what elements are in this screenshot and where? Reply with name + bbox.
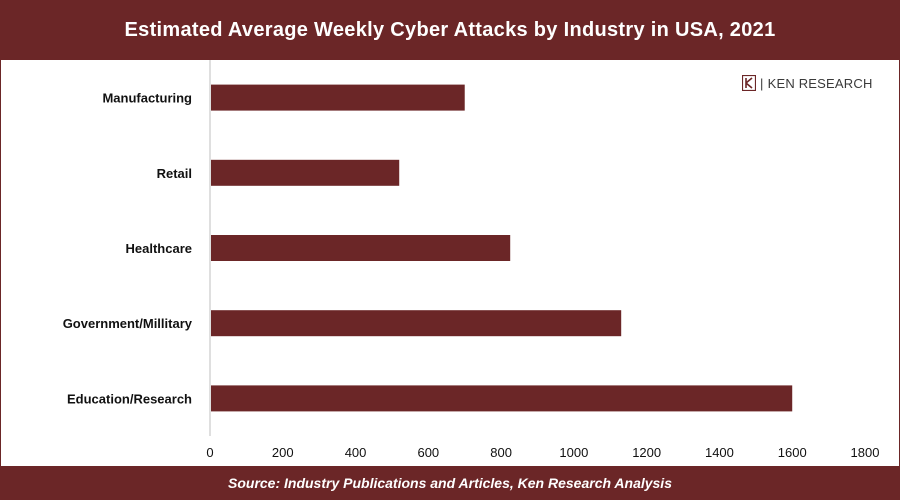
bar-healthcare <box>211 235 511 261</box>
chart-title: Estimated Average Weekly Cyber Attacks b… <box>124 18 776 41</box>
bar-education-research <box>211 385 793 412</box>
x-tick-label: 1400 <box>705 445 734 460</box>
source-note: Source: Industry Publications and Articl… <box>228 475 672 491</box>
category-label: Manufacturing <box>102 91 192 106</box>
bar-manufacturing <box>211 84 465 111</box>
x-tick-label: 1800 <box>851 445 880 460</box>
bar-chart: Manufacturing Retail Healthcare Government/… <box>63 60 880 460</box>
category-label: Healthcare <box>126 241 192 256</box>
x-tick-label: 400 <box>345 445 367 460</box>
category-label: Government/Millitary <box>63 316 193 331</box>
x-tick-label: 800 <box>490 445 512 460</box>
x-tick-label: 200 <box>272 445 294 460</box>
ken-research-logo-separator: | <box>760 75 764 91</box>
title-bar: Estimated Average Weekly Cyber Attacks b… <box>0 0 900 60</box>
category-label: Education/Research <box>67 391 192 406</box>
x-tick-label: 600 <box>417 445 439 460</box>
x-tick-label: 1000 <box>559 445 588 460</box>
x-tick-label: 1200 <box>632 445 661 460</box>
x-tick-label: 1600 <box>778 445 807 460</box>
bar-retail <box>211 159 400 186</box>
ken-research-logo-mark-icon <box>742 75 756 91</box>
x-tick-label: 0 <box>206 445 213 460</box>
ken-research-logo-text: KEN RESEARCH <box>767 75 873 91</box>
source-bar: Source: Industry Publications and Articl… <box>0 466 900 500</box>
ken-research-logo: | KEN RESEARCH <box>742 74 873 92</box>
category-label: Retail <box>157 166 192 181</box>
bar-government-millitary <box>211 310 622 337</box>
